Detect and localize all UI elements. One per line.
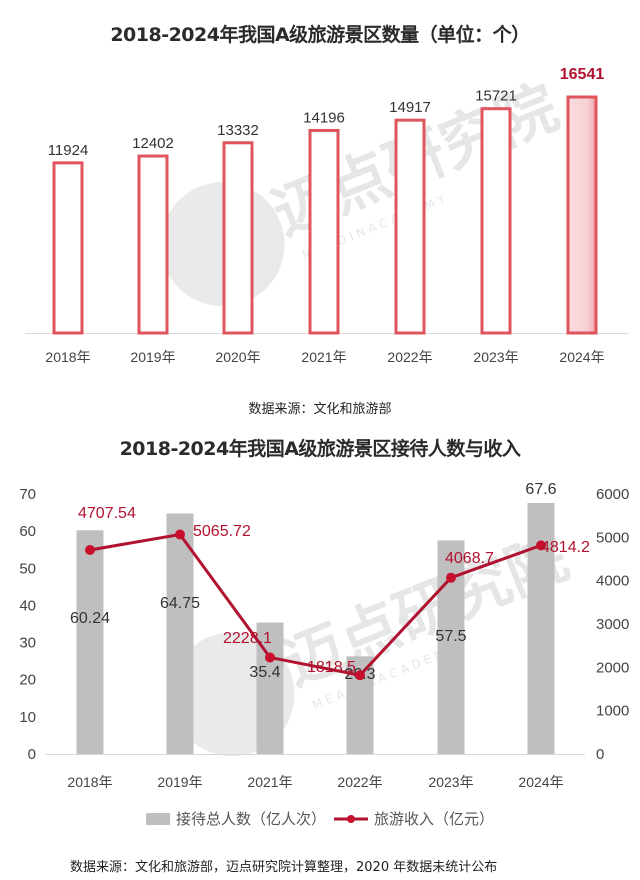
x-tick-label: 2022年 bbox=[387, 349, 432, 365]
visitors-bar bbox=[76, 530, 104, 754]
x-tick-label: 2022年 bbox=[337, 774, 382, 790]
visitors-value-label: 35.4 bbox=[249, 664, 280, 681]
bar-value-label: 12402 bbox=[132, 135, 174, 152]
y-left-tick: 0 bbox=[28, 746, 36, 763]
x-tick-label: 2020年 bbox=[215, 349, 260, 365]
y-right-tick: 3000 bbox=[596, 616, 629, 633]
revenue-value-label: 4814.2 bbox=[541, 539, 590, 556]
revenue-point bbox=[446, 572, 456, 583]
revenue-line bbox=[89, 532, 542, 677]
chart1-source: 数据来源：文化和旅游部 bbox=[248, 402, 392, 417]
x-tick-label: 2018年 bbox=[45, 349, 90, 365]
x-tick-label: 2024年 bbox=[559, 349, 604, 365]
x-tick-label: 2023年 bbox=[473, 349, 518, 365]
legend-label-visitors: 接待总人数（亿人次） bbox=[175, 810, 326, 828]
y-right-tick: 2000 bbox=[596, 659, 629, 676]
chart2-legend: 接待总人数（亿人次） 旅游收入（亿元） bbox=[0, 808, 640, 829]
revenue-value-label: 4707.54 bbox=[78, 505, 136, 522]
revenue-point bbox=[85, 545, 95, 556]
revenue-value-label: 1818.5 bbox=[307, 659, 356, 676]
y-right-tick: 1000 bbox=[596, 703, 629, 720]
visitors-value-label: 60.24 bbox=[70, 610, 110, 627]
revenue-point bbox=[355, 670, 365, 681]
visitors-value-label: 57.5 bbox=[435, 628, 466, 645]
y-right-tick: 4000 bbox=[596, 573, 629, 590]
bar-value-label: 14196 bbox=[303, 109, 345, 126]
y-left-tick: 60 bbox=[19, 523, 36, 540]
y-right-tick: 5000 bbox=[596, 529, 629, 546]
bar-value-label: 16541 bbox=[560, 66, 605, 83]
bar-2020年 bbox=[222, 141, 254, 335]
y-right-tick: 6000 bbox=[596, 486, 629, 503]
revenue-point bbox=[175, 529, 185, 540]
bar-2022年 bbox=[394, 118, 426, 335]
x-tick-label: 2019年 bbox=[157, 774, 202, 790]
x-tick-label: 2018年 bbox=[67, 774, 112, 790]
line-marker-icon bbox=[334, 814, 368, 823]
y-left-tick: 20 bbox=[19, 672, 36, 689]
bar-2024年 bbox=[566, 95, 598, 335]
y-right-tick: 0 bbox=[596, 746, 604, 763]
revenue-value-label: 5065.72 bbox=[193, 523, 251, 540]
bar-value-label: 14917 bbox=[389, 99, 431, 116]
y-left-tick: 50 bbox=[19, 560, 36, 577]
bar-2023年 bbox=[480, 107, 512, 335]
x-tick-label: 2023年 bbox=[428, 774, 473, 790]
visitors-bar bbox=[437, 540, 465, 754]
revenue-point bbox=[265, 652, 275, 663]
revenue-point bbox=[536, 540, 546, 551]
visitors-value-label: 67.6 bbox=[525, 481, 556, 498]
chart2-source: 数据来源：文化和旅游部，迈点研究院计算整理，2020 年数据未统计公布 bbox=[70, 860, 498, 875]
x-tick-label: 2021年 bbox=[301, 349, 346, 365]
visitors-value-label: 64.75 bbox=[160, 595, 200, 612]
x-tick-label: 2019年 bbox=[130, 349, 175, 365]
y-left-tick: 70 bbox=[19, 486, 36, 503]
bar-value-label: 15721 bbox=[475, 88, 517, 105]
y-left-tick: 30 bbox=[19, 635, 36, 652]
legend-item-revenue: 旅游收入（亿元） bbox=[334, 808, 494, 829]
visitors-bar bbox=[166, 513, 194, 754]
x-tick-label: 2021年 bbox=[247, 774, 292, 790]
bar-value-label: 13332 bbox=[217, 122, 259, 139]
x-tick-label: 2024年 bbox=[518, 774, 563, 790]
chart2-title: 2018-2024年我国A级旅游景区接待人数与收入 bbox=[119, 438, 521, 460]
y-left-tick: 10 bbox=[19, 709, 36, 726]
legend-item-visitors: 接待总人数（亿人次） bbox=[145, 808, 326, 829]
bar-2021年 bbox=[308, 128, 340, 335]
chart1-title: 2018-2024年我国A级旅游景区数量（单位：个） bbox=[110, 24, 530, 46]
legend-label-revenue: 旅游收入（亿元） bbox=[374, 810, 495, 828]
revenue-value-label: 4068.7 bbox=[445, 550, 494, 567]
bar-swatch-icon bbox=[145, 812, 170, 825]
bar-2018年 bbox=[52, 161, 84, 335]
y-left-tick: 40 bbox=[19, 597, 36, 614]
revenue-value-label: 2228.1 bbox=[223, 630, 272, 647]
bar-2019年 bbox=[137, 154, 169, 335]
bar-value-label: 11924 bbox=[48, 142, 89, 159]
